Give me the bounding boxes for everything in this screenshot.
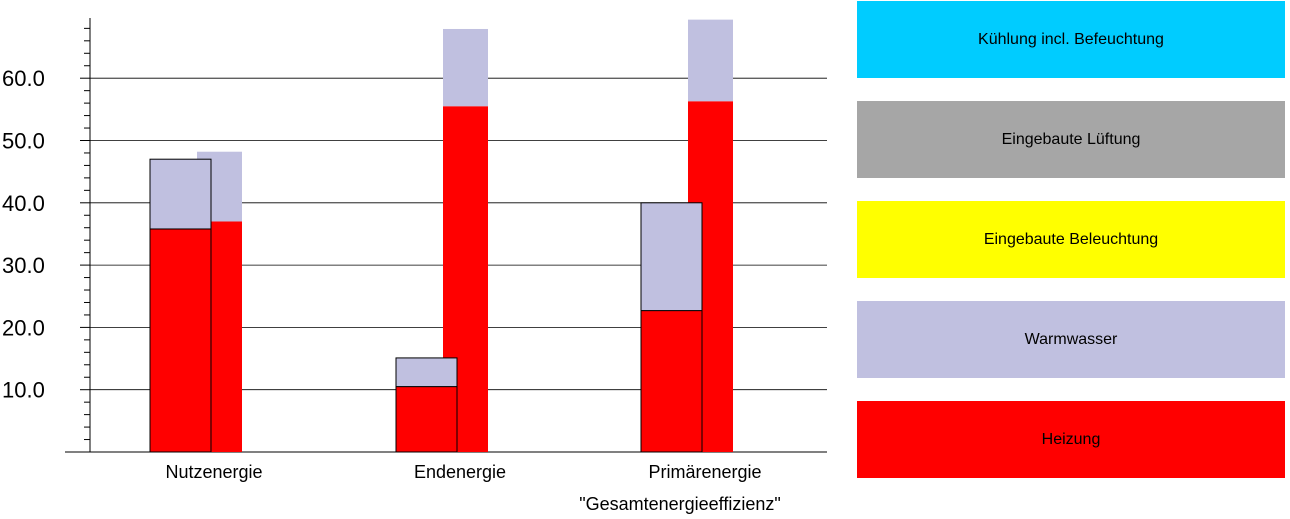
bar-front-warmwasser-3: [640, 202, 703, 312]
y-tick-labels: 10.0 20.0 30.0 40.0 50.0 60.0: [2, 66, 45, 403]
y-tick-label: 40.0: [2, 191, 45, 216]
y-tick-label: 10.0: [2, 378, 45, 403]
legend-item: Warmwasser: [857, 301, 1285, 378]
bar-front-warmwasser-2: [395, 357, 458, 388]
legend-item: Kühlung incl. Befeuchtung: [857, 1, 1285, 78]
legend-item: Eingebaute Lüftung: [857, 101, 1285, 178]
x-tick-label: Nutzenergie: [165, 462, 262, 482]
bar-front-warmwasser-1: [149, 158, 212, 230]
x-tick-labels: Nutzenergie Endenergie Primärenergie: [165, 462, 761, 482]
bar-front-heizung-3: [640, 310, 703, 453]
legend-item: Heizung: [857, 401, 1285, 478]
y-tick-label: 60.0: [2, 66, 45, 91]
bar-front-heizung-2: [395, 386, 458, 453]
y-tick-label: 20.0: [2, 315, 45, 340]
y-tick-label: 30.0: [2, 253, 45, 278]
bars: [149, 19, 733, 453]
bar-back-warmwasser-2: [443, 28, 488, 107]
energy-bar-chart: 10.0 20.0 30.0 40.0 50.0 60.0 Nutzenergie Ende…: [2, 18, 827, 514]
x-tick-label: Endenergie: [414, 462, 506, 482]
y-tick-label: 50.0: [2, 129, 45, 154]
legend-item: Eingebaute Beleuchtung: [857, 201, 1285, 278]
x-tick-label: Primärenergie: [648, 462, 761, 482]
y-axis: [80, 18, 91, 453]
x-axis-title: "Gesamtenergieeffizienz": [579, 494, 781, 514]
bar-back-warmwasser-3: [688, 19, 733, 102]
bar-front-heizung-1: [149, 228, 212, 453]
